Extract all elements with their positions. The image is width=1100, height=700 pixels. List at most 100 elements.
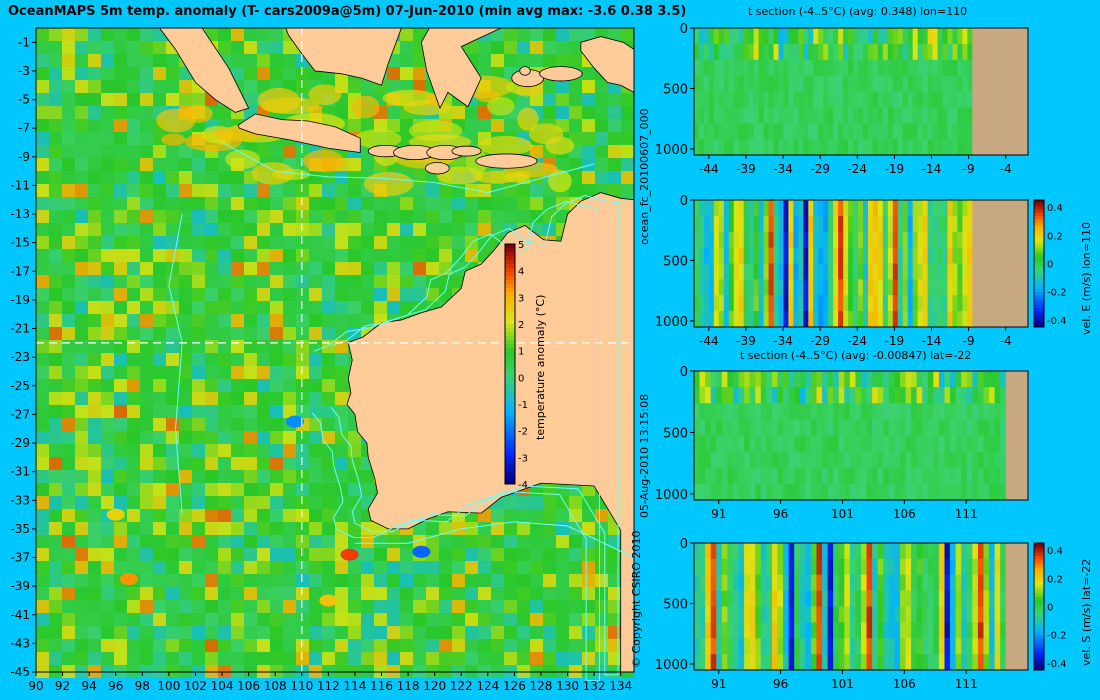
map-x-tick-label: 102	[184, 679, 207, 693]
map-cell	[504, 54, 517, 67]
section-cell	[833, 467, 840, 485]
map-cell	[478, 41, 491, 54]
map-cell	[153, 262, 166, 275]
map-cell	[231, 236, 244, 249]
map-cell	[49, 197, 62, 210]
section-cell	[694, 107, 700, 124]
section-cell	[728, 263, 735, 280]
section-cell	[957, 279, 963, 296]
section-cell	[872, 387, 879, 404]
map-cell	[309, 600, 322, 613]
map-cell	[88, 600, 101, 613]
section-cell	[861, 606, 868, 623]
section-cell	[818, 279, 824, 296]
map-cell	[257, 249, 270, 262]
map-cell	[491, 652, 504, 665]
map-cell	[179, 184, 192, 197]
section-cell	[694, 279, 700, 296]
section-cell	[766, 638, 773, 655]
map-cell	[439, 535, 452, 548]
map-cell	[192, 600, 205, 613]
map-cell	[335, 561, 348, 574]
section-cell	[763, 75, 770, 92]
section-cell	[727, 403, 734, 420]
section-cell	[947, 107, 953, 124]
section-cell	[917, 247, 924, 264]
map-cell	[231, 210, 244, 223]
section-cell	[848, 263, 854, 280]
section-cell	[733, 28, 740, 45]
section-cell	[728, 279, 735, 296]
section-cell	[897, 43, 904, 61]
map-cell	[36, 600, 49, 613]
map-cell	[101, 93, 114, 106]
map-cell	[166, 600, 179, 613]
section-cell	[810, 371, 817, 388]
map-cell	[426, 639, 439, 652]
section-cell	[813, 123, 819, 140]
map-cell	[582, 145, 595, 158]
map-cell	[205, 327, 218, 340]
map-cell	[244, 548, 257, 561]
section-cell	[833, 558, 840, 576]
section-cell	[849, 435, 856, 453]
map-cell	[387, 210, 400, 223]
map-x-tick-label: 90	[28, 679, 43, 693]
map-cell	[75, 119, 88, 132]
map-cell	[244, 522, 257, 535]
section-cell	[849, 638, 856, 655]
map-cell	[36, 275, 49, 288]
section-cell	[783, 435, 790, 453]
section-cell	[778, 28, 784, 45]
section-cell	[698, 107, 705, 124]
velocity-colorbar-cell	[1034, 285, 1044, 290]
section-cell	[1000, 606, 1007, 623]
map-cell	[569, 93, 582, 106]
section-x-tick-label: -9	[963, 334, 975, 348]
map-cell	[478, 613, 491, 626]
map-cell	[374, 548, 387, 561]
map-cell	[413, 67, 426, 80]
section-cell	[768, 139, 775, 156]
section-cell	[768, 91, 775, 108]
colorbar-tick-label: 1	[518, 347, 524, 358]
section-cell	[827, 371, 834, 388]
map-cell	[283, 405, 296, 418]
section-cell	[732, 371, 740, 388]
map-cell	[556, 93, 569, 106]
map-cell	[140, 171, 153, 184]
map-cell	[153, 574, 166, 587]
map-cell	[608, 145, 621, 158]
map-cell	[49, 652, 62, 665]
section-cell	[894, 451, 901, 469]
map-cell	[556, 600, 569, 613]
section-cell	[858, 295, 864, 312]
section-cell	[932, 91, 939, 108]
section-cell	[887, 59, 894, 77]
map-cell	[192, 392, 205, 405]
section-cell	[927, 123, 934, 140]
map-cell	[62, 327, 75, 340]
map-cell	[192, 548, 205, 561]
section-cell	[862, 295, 869, 312]
section-cell	[822, 543, 829, 560]
velocity-colorbar-cell	[1034, 215, 1044, 220]
map-cell	[205, 496, 218, 509]
map-cell	[62, 418, 75, 431]
section-cell	[813, 247, 819, 264]
section-cell	[872, 558, 879, 576]
section-cell	[708, 215, 715, 233]
map-cell	[244, 340, 257, 353]
colorbar-cell	[505, 264, 515, 269]
section-cell	[892, 231, 899, 249]
section-cell	[755, 371, 762, 388]
map-cell	[283, 444, 296, 457]
map-cell	[140, 353, 153, 366]
section-cell	[917, 200, 924, 217]
section-y-tick-label: 0	[680, 194, 688, 209]
map-cell	[166, 366, 179, 379]
map-cell	[153, 457, 166, 470]
section-cell	[816, 638, 823, 655]
section-cell	[803, 215, 809, 233]
section-cell	[983, 574, 990, 592]
